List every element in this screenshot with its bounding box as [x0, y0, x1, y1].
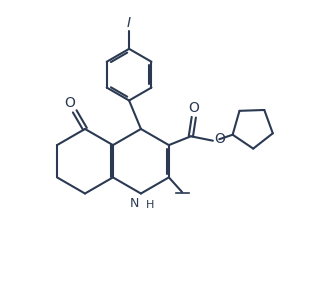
Text: O: O: [188, 101, 199, 115]
Text: H: H: [146, 200, 155, 210]
Text: N: N: [130, 197, 139, 210]
Text: I: I: [127, 16, 131, 30]
Text: O: O: [214, 132, 225, 146]
Text: O: O: [64, 96, 75, 110]
